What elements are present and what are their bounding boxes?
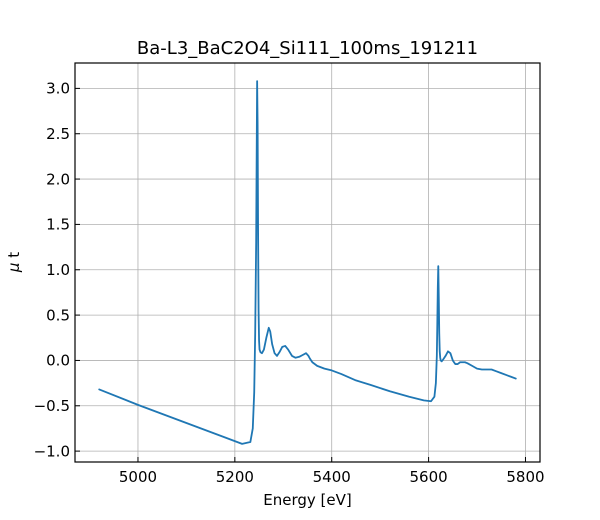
chart-title: Ba-L3_BaC2O4_Si111_100ms_191211	[137, 38, 478, 59]
series-line	[98, 80, 517, 445]
x-tick-labels: 5000 5200 5400 5600 5800	[119, 468, 545, 486]
y-axis-title: μ t	[5, 252, 23, 273]
y-tick-labels: −1.0 −0.5 0.0 0.5 1.0 1.5 2.0 2.5 3.0	[34, 80, 70, 461]
ticks	[75, 87, 526, 462]
x-tick-label: 5200	[216, 468, 254, 486]
x-axis-title: Energy [eV]	[263, 491, 351, 509]
y-tick-label: 0.0	[46, 352, 70, 370]
y-tick-label: −1.0	[34, 442, 70, 460]
grid	[75, 63, 540, 462]
y-tick-label: 1.5	[46, 216, 70, 234]
y-axis-symbol: μ	[5, 263, 23, 274]
x-tick-label: 5400	[313, 468, 351, 486]
series-0	[98, 80, 517, 445]
y-tick-label: −0.5	[34, 397, 70, 415]
y-tick-label: 3.0	[46, 80, 70, 98]
y-tick-label: 2.5	[46, 125, 70, 143]
x-tick-label: 5600	[409, 468, 447, 486]
x-tick-label: 5800	[506, 468, 544, 486]
x-tick-label: 5000	[119, 468, 157, 486]
y-tick-label: 2.0	[46, 170, 70, 188]
plot-frame	[74, 62, 541, 463]
series-layer	[98, 80, 517, 445]
y-tick-label: 0.5	[46, 306, 70, 324]
plot-area	[75, 63, 540, 462]
y-axis-unit: t	[5, 252, 23, 263]
y-tick-label: 1.0	[46, 261, 70, 279]
